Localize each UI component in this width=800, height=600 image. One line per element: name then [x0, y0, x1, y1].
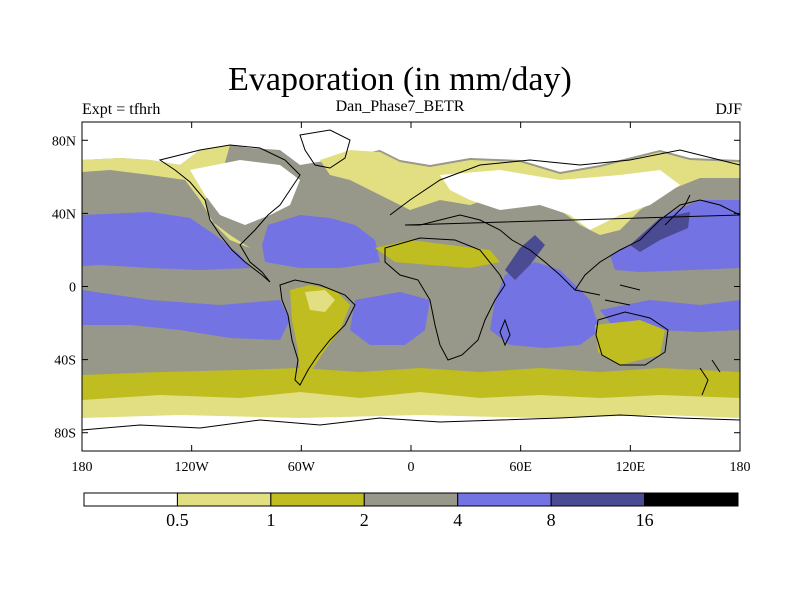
- field-south-atlantic: [350, 292, 430, 345]
- field-australia: [595, 320, 665, 365]
- coast-greenland: [299, 129, 351, 169]
- field-north-pacific: [82, 212, 250, 270]
- colorbar-label: 0.5: [166, 510, 189, 530]
- x-tick-label: 180: [730, 460, 751, 475]
- colorbar-label: 8: [547, 510, 556, 530]
- season-label: DJF: [715, 101, 742, 118]
- colorbar-label: 2: [360, 510, 369, 530]
- x-tick-label: 120E: [616, 460, 646, 475]
- y-axis: 80N 40N 0 40S 80S: [52, 134, 740, 442]
- colorbar-bin: [550, 492, 646, 507]
- colorbar-bin: [363, 492, 459, 507]
- field-na-white: [190, 160, 300, 225]
- field-sahara: [375, 240, 500, 268]
- colorbar-label: 16: [636, 510, 654, 530]
- case-label: Dan_Phase7_BETR: [335, 98, 465, 115]
- x-tick-label: 60E: [509, 460, 532, 475]
- coast-australia: [595, 311, 669, 366]
- field-north-atlantic: [262, 215, 380, 268]
- colorbar-bin: [176, 492, 272, 507]
- coast-south-america: [279, 279, 356, 386]
- field-indian-ocean: [490, 262, 600, 348]
- colorbar-bin: [270, 492, 365, 507]
- x-tick-label: 60W: [288, 460, 316, 475]
- x-axis: 180 120W 60W 0 60E 120E 180: [72, 122, 751, 475]
- coast-eurasia: [389, 149, 740, 291]
- field-south-pacific: [82, 290, 290, 340]
- colorbar: 0.5 1 2 4 8 16: [83, 492, 739, 530]
- field-southern-band-light: [82, 392, 740, 420]
- y-tick-label: 40S: [54, 354, 76, 369]
- colorbar-bin: [644, 492, 739, 507]
- colorbar-bin: [457, 492, 552, 507]
- coast-new-zealand: [699, 359, 721, 396]
- y-tick-label: 0: [69, 281, 76, 296]
- field-arabian-sea: [505, 235, 545, 280]
- field-kuroshio: [630, 212, 690, 252]
- field-amazon: [305, 290, 335, 312]
- experiment-label: Expt = tfhrh: [82, 101, 161, 118]
- coast-indonesia: [574, 284, 641, 306]
- x-tick-label: 0: [408, 460, 415, 475]
- y-tick-label: 80N: [52, 134, 76, 149]
- coast-north-america: [158, 144, 301, 283]
- colorbar-label: 1: [266, 510, 275, 530]
- colorbar-bin: [83, 492, 178, 507]
- coast-africa: [384, 237, 506, 361]
- evaporation-field: [82, 122, 740, 451]
- colorbar-label: 4: [453, 510, 462, 530]
- coast-madagascar: [499, 318, 511, 347]
- field-asia-white: [440, 170, 680, 230]
- field-west-pacific: [610, 200, 740, 272]
- x-tick-label: 120W: [175, 460, 210, 475]
- y-tick-label: 80S: [54, 427, 76, 442]
- x-tick-label: 180: [72, 460, 93, 475]
- coast-japan: [664, 194, 691, 226]
- field-antarctic-white: [82, 415, 740, 451]
- field-arctic-white: [82, 122, 740, 172]
- field-south-america-land: [290, 285, 350, 380]
- y-tick-label: 40N: [52, 207, 76, 222]
- plot-title: Evaporation (in mm/day): [228, 61, 572, 98]
- coastlines: [82, 129, 740, 431]
- coast-antarctica: [82, 414, 740, 431]
